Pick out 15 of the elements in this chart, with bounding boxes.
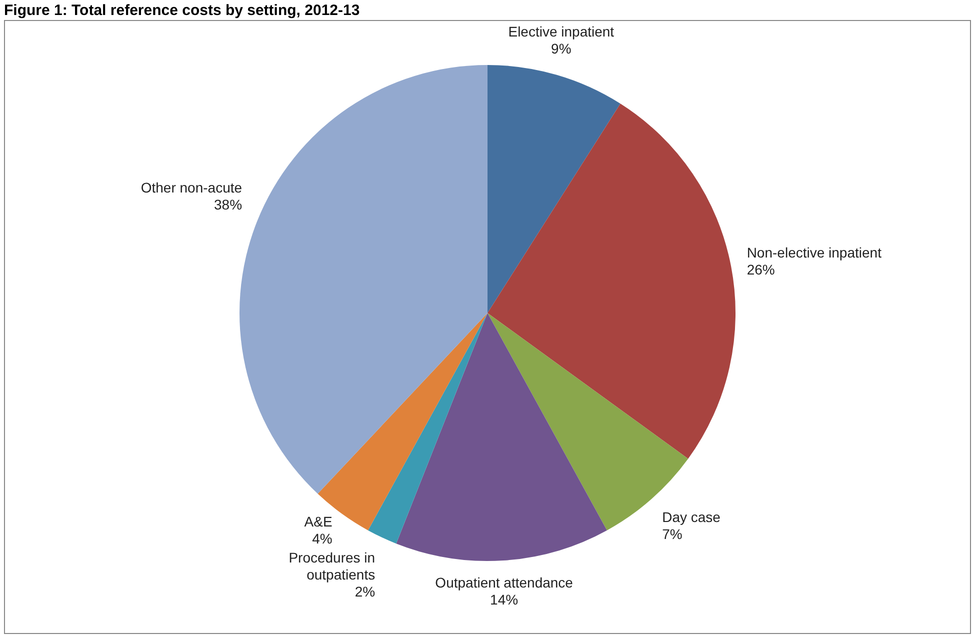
chart-title: Figure 1: Total reference costs by setting, 2012-13: [3, 1, 361, 20]
slice-label: Other non-acute: [140, 180, 242, 196]
data-label: 14%: [490, 591, 518, 608]
data-label: 7%: [662, 526, 682, 542]
slice-label: Procedures in outpatients: [288, 550, 376, 583]
slice-label: A&E: [304, 514, 332, 530]
data-label: 38%: [214, 196, 242, 213]
slice-label: Outpatient attendance: [435, 574, 574, 590]
data-label: 2%: [354, 584, 376, 600]
data-label: 9%: [551, 40, 572, 56]
slice-label: Elective inpatient: [508, 23, 614, 40]
data-label: 4%: [312, 530, 332, 547]
data-label: 26%: [746, 261, 775, 278]
slice-label: Non-elective inpatient: [746, 244, 882, 260]
slice-label: Day case: [662, 508, 721, 525]
